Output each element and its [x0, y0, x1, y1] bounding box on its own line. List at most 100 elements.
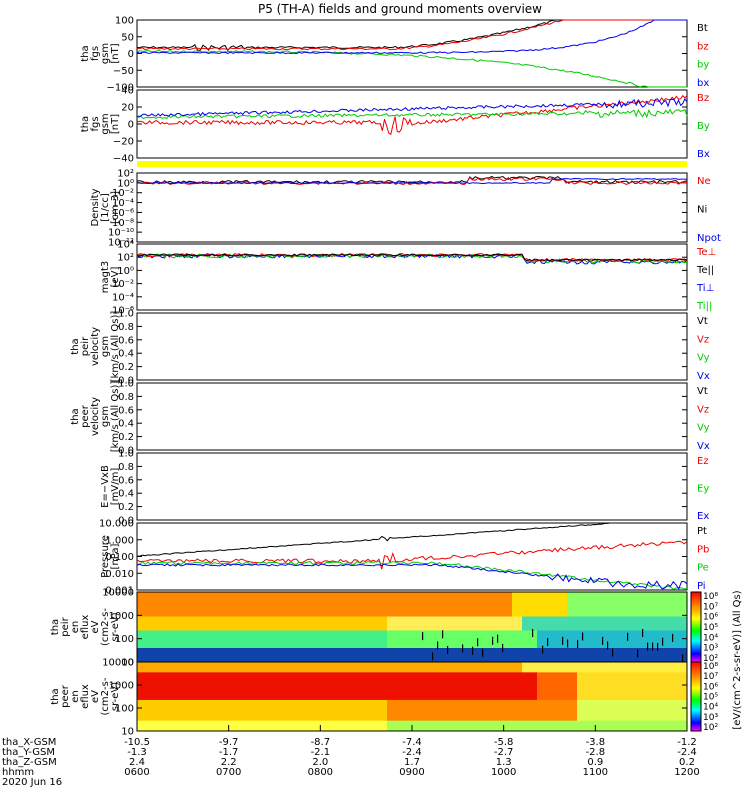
- heat-cell: [642, 648, 648, 663]
- heat-cell: [577, 699, 583, 722]
- x-tick-label: 1000: [491, 767, 516, 778]
- y-tick-label: −100: [107, 83, 134, 94]
- heat-cell: [442, 720, 448, 732]
- heat-cell: [437, 662, 443, 673]
- heat-cell: [557, 616, 563, 631]
- heat-cell: [197, 672, 203, 701]
- heat-cell: [662, 648, 668, 663]
- panel-frame: [136, 382, 688, 451]
- legend-entry: By: [697, 121, 710, 132]
- heat-cell: [342, 672, 348, 701]
- heat-cell: [642, 592, 648, 617]
- heat-cell: [567, 648, 573, 663]
- heat-cell: [432, 699, 438, 722]
- heat-cell: [292, 630, 298, 649]
- heat-cell: [597, 720, 603, 732]
- heat-cell: [257, 630, 263, 649]
- heat-cell: [382, 720, 388, 732]
- heat-cell: [187, 648, 193, 663]
- heat-cell: [462, 699, 468, 722]
- heat-cell: [382, 630, 388, 649]
- heat-cell: [142, 699, 148, 722]
- heat-cell: [587, 648, 593, 663]
- heat-cell: [637, 699, 643, 722]
- heat-cell: [467, 720, 473, 732]
- y-tick-label: 10⁻¹⁰: [108, 228, 134, 239]
- heat-cell: [352, 592, 358, 617]
- heat-cell: [247, 630, 253, 649]
- heat-cell: [677, 616, 683, 631]
- heat-cell: [552, 630, 558, 649]
- heat-cell: [522, 630, 528, 649]
- heat-cell: [422, 662, 428, 673]
- heat-cell: [672, 630, 678, 649]
- heat-cell: [232, 662, 238, 673]
- heat-cell: [402, 616, 408, 631]
- heat-cell: [467, 630, 473, 649]
- heat-cell: [662, 592, 668, 617]
- heat-cell: [267, 672, 273, 701]
- heat-cell: [642, 699, 648, 722]
- heat-cell: [417, 662, 423, 673]
- heat-cell: [172, 720, 178, 732]
- heat-cell: [412, 720, 418, 732]
- legend-entry: Ti⊥: [696, 283, 714, 294]
- x-tick-label: 1.3: [496, 757, 512, 768]
- heat-cell: [267, 720, 273, 732]
- y-axis-label: gsm: [100, 406, 111, 427]
- y-axis-label: [km/s (All Qs)]: [110, 381, 121, 453]
- heat-cell: [162, 672, 168, 701]
- y-tick-label: 10⁻⁴: [112, 292, 134, 303]
- heat-cell: [297, 592, 303, 617]
- heat-cell: [627, 699, 633, 722]
- heat-cell: [582, 616, 588, 631]
- heat-cell: [662, 630, 668, 649]
- legend-entry: Ne: [697, 176, 711, 187]
- heat-cell: [187, 662, 193, 673]
- panel-9: 10000 1000 100 10 tha peir en eflux eV (cm2-s-sr-…: [50, 588, 718, 669]
- y-tick-label: 1.0: [118, 309, 134, 320]
- heat-cell: [452, 662, 458, 673]
- heat-cell: [252, 648, 258, 663]
- heat-cell: [472, 662, 478, 673]
- panel-4: 10⁴ 10² 10⁰ 10⁻² 10⁻⁴ 10⁻⁶ magt3 [eV] Te⊥ Te|| Ti⊥…: [100, 240, 716, 317]
- heat-cell: [247, 720, 253, 732]
- heat-cell: [372, 648, 378, 663]
- heat-cell: [392, 699, 398, 722]
- heat-cell: [302, 616, 308, 631]
- heat-cell: [262, 662, 268, 673]
- heat-cell: [162, 616, 168, 631]
- heat-cell: [587, 699, 593, 722]
- heat-cell: [517, 720, 523, 732]
- heat-cell: [452, 616, 458, 631]
- heat-cell: [262, 616, 268, 631]
- heat-cell: [162, 699, 168, 722]
- heat-cell: [672, 616, 678, 631]
- heat-cell: [487, 672, 493, 701]
- heat-cell: [617, 630, 623, 649]
- heat-cell: [292, 592, 298, 617]
- heat-cell: [357, 592, 363, 617]
- heat-cell: [222, 672, 228, 701]
- heat-cell: [542, 720, 548, 732]
- heat-cell: [292, 672, 298, 701]
- heat-cell: [652, 699, 658, 722]
- heat-cell: [532, 699, 538, 722]
- series-Te-par: [136, 253, 688, 262]
- heat-cell: [612, 662, 618, 673]
- colorbar-tick-label: 10⁷: [703, 672, 718, 682]
- heat-cell: [657, 616, 663, 631]
- y-axis-label: gsm: [100, 336, 111, 357]
- heat-cell: [312, 630, 318, 649]
- heat-cell: [567, 616, 573, 631]
- heat-cell: [167, 720, 173, 732]
- heat-cell: [142, 592, 148, 617]
- heat-cell: [442, 630, 444, 639]
- heat-cell: [387, 720, 393, 732]
- heat-cell: [327, 592, 333, 617]
- heat-cell: [672, 662, 678, 673]
- heat-cell: [227, 720, 233, 732]
- heat-cell: [407, 648, 413, 663]
- heat-cell: [632, 592, 638, 617]
- x-tick-label: 1.7: [404, 757, 420, 768]
